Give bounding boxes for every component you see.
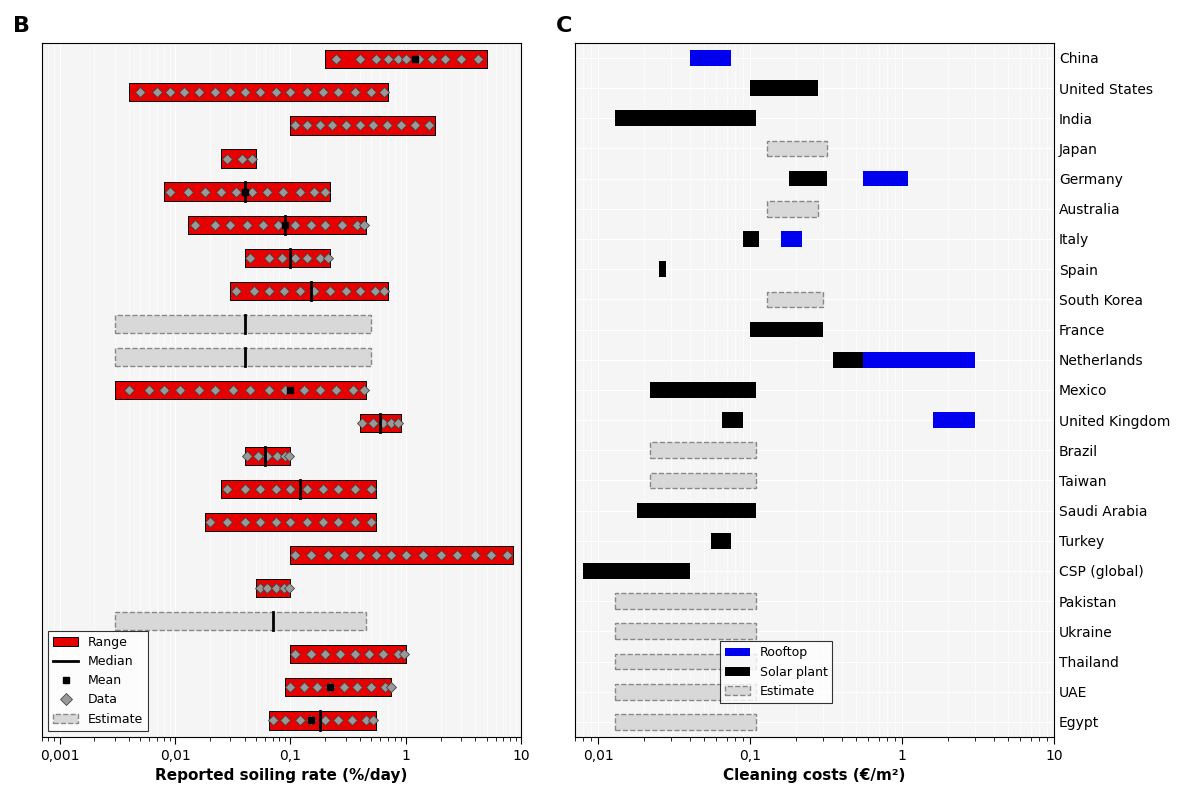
Legend: Range, Median, Mean, Data, Estimate: Range, Median, Mean, Data, Estimate: [47, 630, 148, 730]
FancyBboxPatch shape: [650, 442, 756, 458]
FancyBboxPatch shape: [650, 473, 756, 488]
FancyBboxPatch shape: [768, 201, 818, 217]
FancyBboxPatch shape: [115, 348, 372, 366]
FancyBboxPatch shape: [615, 594, 756, 609]
Legend: Rooftop, Solar plant, Estimate: Rooftop, Solar plant, Estimate: [719, 642, 832, 703]
FancyBboxPatch shape: [615, 714, 756, 730]
Text: B: B: [13, 16, 30, 36]
FancyBboxPatch shape: [615, 654, 756, 670]
X-axis label: Cleaning costs (€/m²): Cleaning costs (€/m²): [723, 768, 906, 783]
FancyBboxPatch shape: [115, 612, 366, 630]
FancyBboxPatch shape: [768, 291, 823, 307]
X-axis label: Reported soiling rate (%/day): Reported soiling rate (%/day): [155, 768, 407, 783]
FancyBboxPatch shape: [115, 314, 372, 333]
FancyBboxPatch shape: [615, 684, 756, 699]
FancyBboxPatch shape: [615, 623, 756, 639]
FancyBboxPatch shape: [768, 141, 827, 156]
Text: C: C: [556, 16, 572, 36]
